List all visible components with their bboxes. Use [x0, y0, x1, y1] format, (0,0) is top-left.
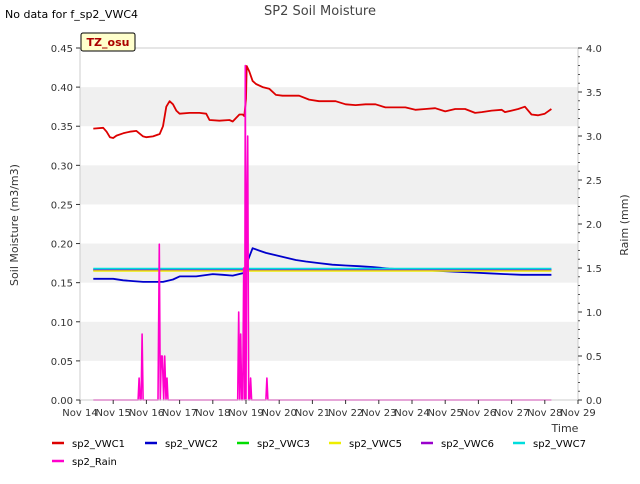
y2-tick-label: 3.0 [586, 132, 602, 143]
x-tick-label: Nov 23 [361, 408, 396, 419]
y-axis-label: Soil Moisture (m3/m3) [8, 164, 21, 286]
y-tick-label: 0.00 [51, 396, 73, 407]
no-data-note: No data for f_sp2_VWC4 [5, 8, 138, 21]
tz-badge-label: TZ_osu [87, 36, 130, 49]
y2-tick-label: 2.5 [586, 176, 602, 187]
x-tick-label: Nov 20 [261, 408, 296, 419]
x-tick-label: Nov 21 [295, 408, 330, 419]
grid-band [80, 165, 578, 205]
y-tick-label: 0.20 [51, 240, 73, 251]
y2-tick-label: 1.5 [586, 264, 602, 275]
x-tick-label: Nov 24 [394, 408, 429, 419]
x-tick-label: Nov 27 [494, 408, 529, 419]
series-line-sp2_VWC1 [93, 65, 552, 139]
y2-axis-label: Raim (mm) [618, 194, 631, 255]
x-tick-label: Nov 14 [62, 408, 97, 419]
y-tick-label: 0.15 [51, 279, 73, 290]
y2-tick-label: 3.5 [586, 88, 602, 99]
axes-layer: 0.00 0.05 0.10 0.15 0.20 0.25 0.30 0.35 0.40 0.45… [51, 44, 602, 419]
x-tick-label: Nov 25 [427, 408, 462, 419]
y-tick-label: 0.25 [51, 200, 73, 211]
legend-label-sp2_VWC2: sp2_VWC2 [165, 439, 218, 450]
y-tick-label: 0.35 [51, 122, 73, 133]
x-tick-label: Nov 18 [195, 408, 230, 419]
legend-label-sp2_VWC6: sp2_VWC6 [441, 439, 494, 450]
grid-band [80, 243, 578, 283]
x-tick-label: Nov 16 [129, 408, 164, 419]
legend-label-sp2_VWC7: sp2_VWC7 [533, 439, 586, 450]
grid-bands [80, 87, 578, 361]
legend-label-sp2_Rain: sp2_Rain [72, 457, 117, 468]
legend-label-sp2_VWC3: sp2_VWC3 [257, 439, 310, 450]
y2-tick-label: 2.0 [586, 220, 602, 231]
y-tick-label: 0.40 [51, 83, 73, 94]
x-tick-label: Nov 26 [461, 408, 496, 419]
x-tick-label: Nov 29 [560, 408, 595, 419]
y2-tick-label: 0.0 [586, 396, 602, 407]
legend-label-sp2_VWC5: sp2_VWC5 [349, 439, 402, 450]
y-tick-label: 0.05 [51, 357, 73, 368]
legend-label-sp2_VWC1: sp2_VWC1 [72, 439, 125, 450]
grid-band [80, 87, 578, 127]
y-tick-label: 0.30 [51, 161, 73, 172]
x-tick-label: Nov 19 [228, 408, 263, 419]
legend: sp2_VWC1 sp2_VWC2 sp2_VWC3 sp2_VWC5 sp2_VWC6… [52, 439, 586, 468]
x-tick-label: Nov 28 [527, 408, 562, 419]
y-tick-label: 0.10 [51, 318, 73, 329]
x-tick-label: Nov 17 [162, 408, 197, 419]
x-tick-label: Nov 15 [95, 408, 130, 419]
x-tick-label: Nov 22 [328, 408, 363, 419]
chart-title: SP2 Soil Moisture [264, 4, 376, 19]
tz-badge: TZ_osu [80, 32, 136, 52]
y2-tick-label: 4.0 [586, 44, 602, 55]
y-tick-label: 0.45 [51, 44, 73, 55]
x-axis-label: Time [551, 422, 579, 435]
grid-band [80, 321, 578, 361]
y2-tick-label: 0.5 [586, 352, 602, 363]
y2-tick-label: 1.0 [586, 308, 602, 319]
